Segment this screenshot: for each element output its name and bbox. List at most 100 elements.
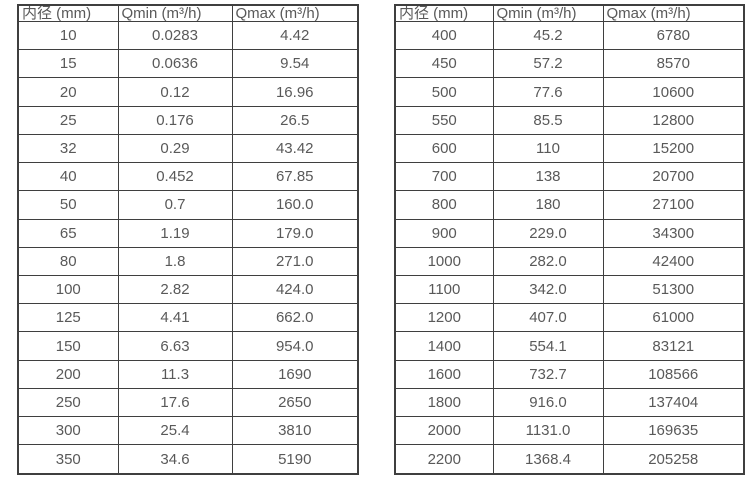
cell: 11.3 [117, 359, 233, 389]
cell: 407.0 [492, 303, 604, 333]
cell: 0.7 [117, 190, 233, 220]
col-header: Qmax (m³/h) [602, 4, 745, 22]
table-row: 65 1.19 179.0 [17, 218, 359, 248]
cell: 83121 [602, 331, 745, 361]
cell: 4.42 [231, 20, 359, 51]
table-row: 200 11.3 1690 [17, 359, 359, 389]
cell: 180 [492, 190, 604, 220]
cell: 250 [17, 387, 119, 418]
cell: 550 [394, 105, 494, 135]
cell: 65 [17, 218, 119, 248]
cell: 6780 [602, 20, 745, 51]
cell: 4.41 [117, 303, 233, 333]
cell: 67.85 [231, 162, 359, 192]
col-header: Qmin (m³/h) [492, 4, 604, 22]
cell: 700 [394, 162, 494, 192]
table-row: 2200 1368.4 205258 [394, 444, 745, 475]
table-row: 2000 1131.0 169635 [394, 416, 745, 446]
cell: 1368.4 [492, 444, 604, 475]
cell: 5190 [231, 444, 359, 475]
col-header: Qmax (m³/h) [231, 4, 359, 22]
table-row: 700 138 20700 [394, 162, 745, 192]
cell: 12800 [602, 105, 745, 135]
cell: 0.29 [117, 133, 233, 164]
table-row: 1000 282.0 42400 [394, 246, 745, 276]
cell: 1400 [394, 331, 494, 361]
header-row: 内径 (mm) Qmin (m³/h) Qmax (m³/h) [17, 4, 359, 22]
header-row: 内径 (mm) Qmin (m³/h) Qmax (m³/h) [394, 4, 745, 22]
cell: 26.5 [231, 105, 359, 135]
table-row: 100 2.82 424.0 [17, 274, 359, 305]
table-row: 1800 916.0 137404 [394, 387, 745, 418]
cell: 2000 [394, 416, 494, 446]
cell: 27100 [602, 190, 745, 220]
cell: 500 [394, 77, 494, 107]
table-row: 15 0.0636 9.54 [17, 49, 359, 79]
table-row: 50 0.7 160.0 [17, 190, 359, 220]
cell: 1.8 [117, 246, 233, 276]
cell: 80 [17, 246, 119, 276]
cell: 16.96 [231, 77, 359, 107]
cell: 125 [17, 303, 119, 333]
cell: 400 [394, 20, 494, 51]
cell: 3810 [231, 416, 359, 446]
cell: 169635 [602, 416, 745, 446]
table-row: 32 0.29 43.42 [17, 133, 359, 164]
cell: 25.4 [117, 416, 233, 446]
flow-table-large-diameters: 内径 (mm) Qmin (m³/h) Qmax (m³/h) 400 45.2 6780… [394, 4, 745, 475]
cell: 77.6 [492, 77, 604, 107]
cell: 6.63 [117, 331, 233, 361]
cell: 600 [394, 133, 494, 164]
cell: 1200 [394, 303, 494, 333]
table-row: 80 1.8 271.0 [17, 246, 359, 276]
table-row: 125 4.41 662.0 [17, 303, 359, 333]
cell: 1600 [394, 359, 494, 389]
cell: 15 [17, 49, 119, 79]
cell: 42400 [602, 246, 745, 276]
cell: 40 [17, 162, 119, 192]
table-row: 300 25.4 3810 [17, 416, 359, 446]
cell: 732.7 [492, 359, 604, 389]
cell: 61000 [602, 303, 745, 333]
cell: 20 [17, 77, 119, 107]
cell: 100 [17, 274, 119, 305]
cell: 10 [17, 20, 119, 51]
cell: 271.0 [231, 246, 359, 276]
cell: 2650 [231, 387, 359, 418]
cell: 1100 [394, 274, 494, 305]
table-row: 1100 342.0 51300 [394, 274, 745, 305]
cell: 1.19 [117, 218, 233, 248]
cell: 179.0 [231, 218, 359, 248]
cell: 1000 [394, 246, 494, 276]
cell: 20700 [602, 162, 745, 192]
table-row: 10 0.0283 4.42 [17, 20, 359, 51]
table-row: 1200 407.0 61000 [394, 303, 745, 333]
cell: 8570 [602, 49, 745, 79]
cell: 916.0 [492, 387, 604, 418]
cell: 1131.0 [492, 416, 604, 446]
table-row: 450 57.2 8570 [394, 49, 745, 79]
cell: 50 [17, 190, 119, 220]
cell: 229.0 [492, 218, 604, 248]
cell: 1800 [394, 387, 494, 418]
cell: 342.0 [492, 274, 604, 305]
cell: 85.5 [492, 105, 604, 135]
col-header: Qmin (m³/h) [117, 4, 233, 22]
cell: 15200 [602, 133, 745, 164]
table-row: 600 110 15200 [394, 133, 745, 164]
cell: 0.0283 [117, 20, 233, 51]
col-header: 内径 (mm) [394, 4, 494, 22]
col-header: 内径 (mm) [17, 4, 119, 22]
cell: 25 [17, 105, 119, 135]
table-row: 25 0.176 26.5 [17, 105, 359, 135]
cell: 32 [17, 133, 119, 164]
cell: 17.6 [117, 387, 233, 418]
table-row: 1400 554.1 83121 [394, 331, 745, 361]
cell: 43.42 [231, 133, 359, 164]
table-row: 40 0.452 67.85 [17, 162, 359, 192]
table-row: 400 45.2 6780 [394, 20, 745, 51]
table-row: 350 34.6 5190 [17, 444, 359, 475]
cell: 34300 [602, 218, 745, 248]
table-row: 900 229.0 34300 [394, 218, 745, 248]
